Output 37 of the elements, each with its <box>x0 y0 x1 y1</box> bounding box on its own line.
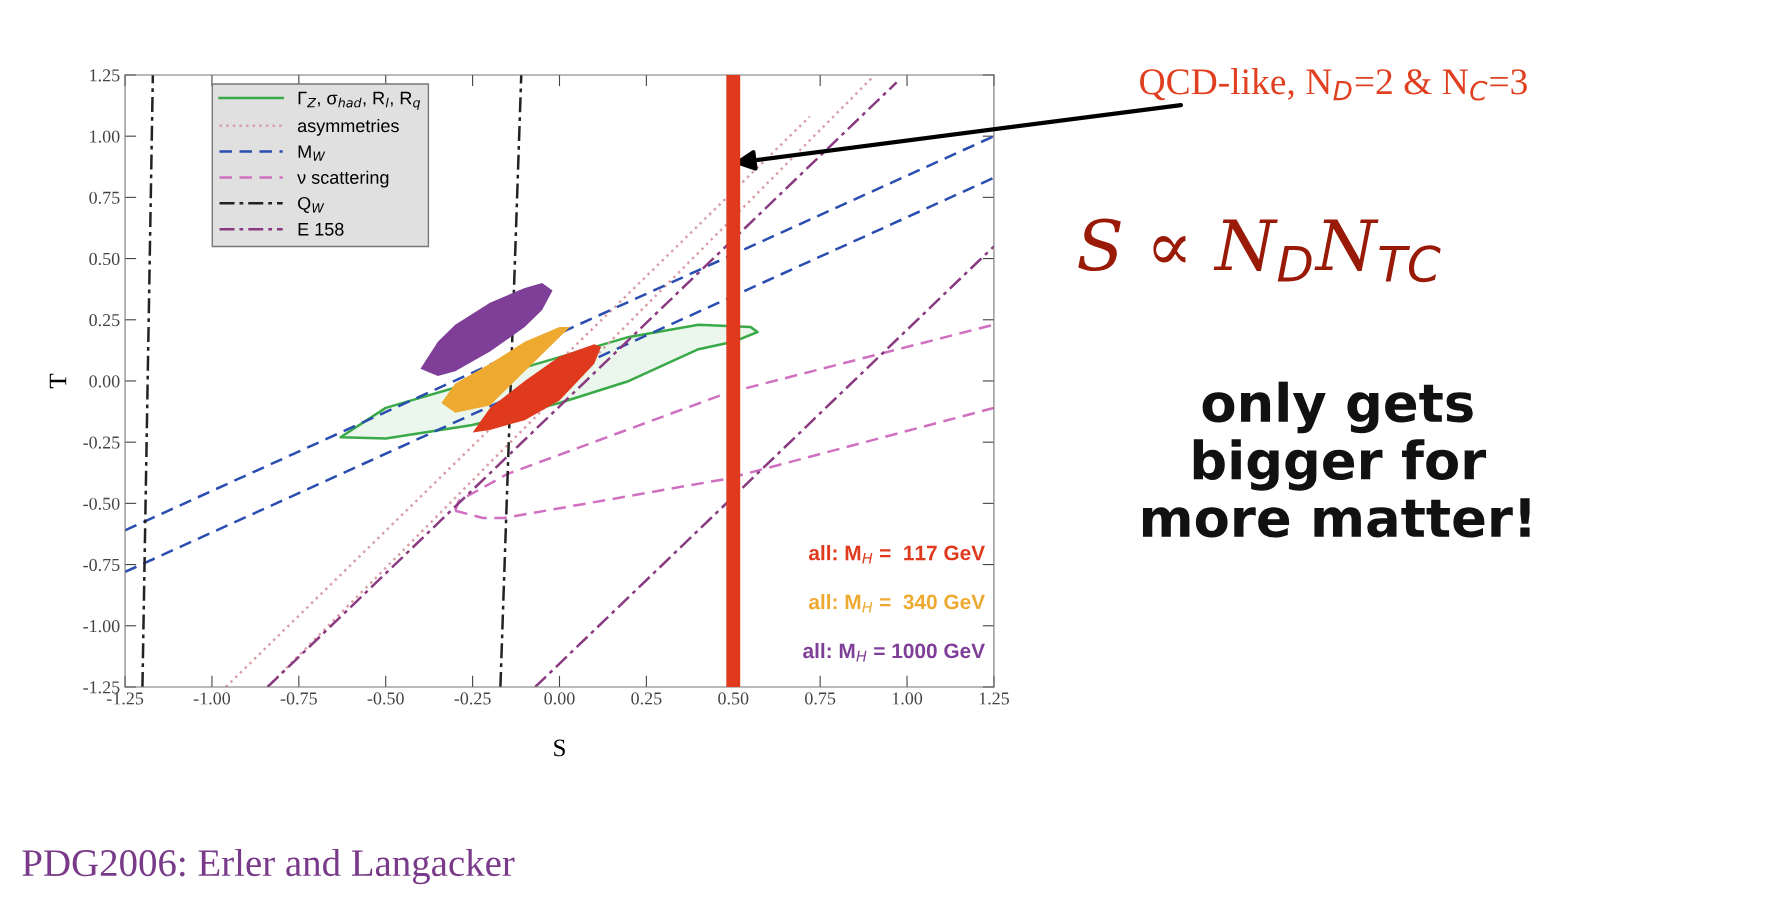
y-axis-title: T <box>49 373 67 389</box>
legend-label: Q$_{W}$ <box>298 196 325 213</box>
legend-label: M$_{W}$ <box>298 145 326 161</box>
y-tick-label: 0.00 <box>89 375 120 388</box>
x-tick-label: 0.50 <box>718 692 749 705</box>
x-tick-label: -0.50 <box>367 692 404 705</box>
legend-label: asymmetries <box>297 118 399 136</box>
x-tick-label: -1.25 <box>106 692 144 705</box>
x-tick-label: 1.25 <box>979 692 1010 705</box>
legend-label: E 158 <box>298 222 344 236</box>
legend-label: Γ$_{Z}$, σ$_{had}$, R$_{l}$, R$_{q}$ <box>298 91 421 110</box>
text: only gets bigger for more matter! <box>1142 381 1530 538</box>
x-tick-label: -0.25 <box>454 692 491 705</box>
x-tick-label: 0.00 <box>544 692 575 705</box>
y-tick-label: -0.75 <box>83 558 120 572</box>
text: all: M$_{H}$ = 1000 GeV <box>803 642 985 662</box>
y-tick-label: -0.25 <box>83 436 120 449</box>
x-tick-label: -1.00 <box>193 692 231 705</box>
y-tick-label: -1.00 <box>83 620 120 633</box>
y-tick-label: 0.25 <box>89 314 120 327</box>
x-tick-label: 1.00 <box>892 692 923 705</box>
y-tick-label: 0.75 <box>89 191 120 204</box>
x-tick-label: 0.25 <box>631 692 662 705</box>
text: all: M$_{H}$ = 117 GeV <box>808 545 985 564</box>
legend-label: ν scattering <box>297 170 389 188</box>
text: S ∝ N$_{D}$N$_{TC}$ <box>1078 218 1441 283</box>
annotation: QCD-like, N$_{D}$=2 & N$_{C}$=3 <box>1140 68 1527 101</box>
text: PDG2006: Erler and Langacker <box>22 848 515 885</box>
y-tick-label: -1.25 <box>83 681 120 694</box>
y-tick-label: -0.50 <box>83 497 120 510</box>
y-tick-label: 1.00 <box>90 130 120 143</box>
y-tick-label: 0.50 <box>89 252 120 266</box>
x-axis-title: S <box>554 739 565 757</box>
y-tick-label: 1.25 <box>90 69 120 82</box>
text: all: M$_{H}$ = 340 GeV <box>808 594 985 613</box>
x-tick-label: -0.75 <box>280 692 317 705</box>
x-tick-label: 0.75 <box>805 692 836 705</box>
